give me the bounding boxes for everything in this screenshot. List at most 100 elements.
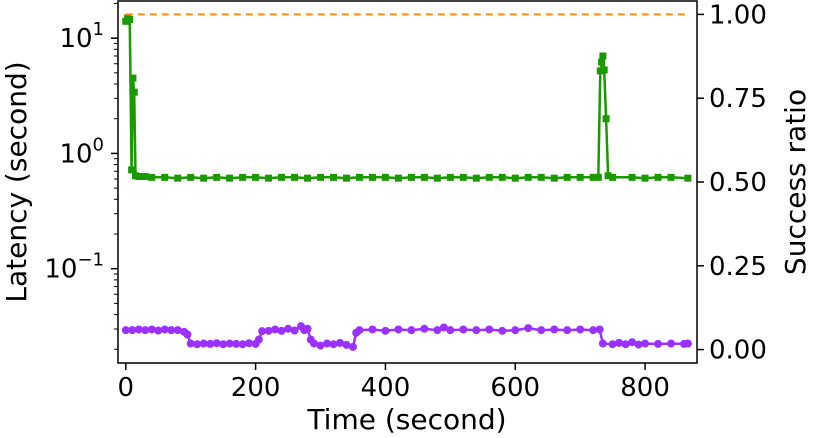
series-1-point — [167, 326, 176, 335]
series-1-point — [511, 326, 520, 335]
y-right-tick-label: 0.50 — [709, 168, 767, 198]
ticks-layer: 0 200 400 600 800 101 100 10−1 0.00 0.25 0.50 0.75 1… — [44, 0, 767, 403]
x-tick-label: 400 — [361, 373, 411, 403]
series-1-point — [264, 326, 273, 335]
series-1-point — [524, 324, 533, 333]
series-1-point — [254, 335, 263, 344]
series-1-point — [121, 326, 130, 335]
series-1-point — [381, 326, 390, 335]
x-tick-label: 200 — [231, 373, 281, 403]
series-1-point — [186, 339, 195, 348]
series-1-point — [219, 340, 228, 349]
series-1-point — [634, 340, 643, 349]
series-0-point — [174, 174, 182, 182]
series-1-point — [439, 323, 448, 332]
series-1-point — [446, 326, 455, 335]
series-1-point — [238, 340, 247, 349]
series-0-point — [667, 173, 675, 181]
series-0-point — [609, 173, 617, 181]
series-1-point — [134, 325, 143, 334]
series-0-point — [684, 174, 692, 182]
series-1-point — [206, 339, 215, 348]
series-1-point — [329, 340, 338, 349]
series-1-point — [563, 326, 572, 335]
series-1-point — [348, 342, 357, 351]
series-0-point — [129, 74, 137, 82]
series-1-point — [342, 340, 351, 349]
series-1-point — [368, 325, 377, 334]
y-right-tick-label: 1.00 — [709, 0, 767, 30]
series-1-point — [225, 339, 234, 348]
x-tick-label: 600 — [490, 373, 540, 403]
series-0-point — [126, 16, 134, 24]
series-1-point — [537, 326, 546, 335]
series-0-point — [368, 173, 376, 181]
series-1-point — [485, 325, 494, 334]
x-tick-label: 800 — [620, 373, 670, 403]
series-0-point — [599, 52, 607, 60]
series-0-point — [200, 174, 208, 182]
series-0-point — [239, 173, 247, 181]
y-axis-right-label: Success ratio — [779, 89, 812, 275]
series-0-point — [407, 173, 415, 181]
series-0-point — [472, 174, 480, 182]
series-0-point — [459, 173, 467, 181]
series-0-point — [596, 67, 604, 75]
series-1-point — [615, 338, 624, 347]
series-1-point — [595, 325, 604, 334]
series-1-point — [154, 326, 163, 335]
series-1-point — [355, 326, 364, 335]
series-0-point — [498, 173, 506, 181]
series-1-point — [160, 325, 169, 334]
series-0-point — [602, 115, 610, 123]
series-1-point — [641, 339, 650, 348]
y-left-tick-label: 101 — [59, 19, 104, 54]
series-0-point — [420, 173, 428, 181]
series-1-point — [290, 326, 299, 335]
series-1-point — [621, 340, 630, 349]
series-1-point — [394, 325, 403, 334]
series-0-point — [433, 174, 441, 182]
series-0-point — [330, 173, 338, 181]
series-1-point — [232, 339, 241, 348]
series-0-point — [304, 174, 312, 182]
series-0-point — [604, 172, 612, 180]
series-0-point — [291, 173, 299, 181]
series-1-point — [335, 338, 344, 347]
series-1-point — [310, 339, 319, 348]
series-0-point — [524, 173, 532, 181]
series-0-point — [317, 173, 325, 181]
series-1-point — [193, 340, 202, 349]
series-0-point — [355, 173, 363, 181]
series-0-point — [394, 174, 402, 182]
series-0-point — [278, 173, 286, 181]
series-0-point — [130, 88, 138, 96]
series-1-point — [199, 339, 208, 348]
series-0-point — [141, 173, 149, 181]
series-0-line — [124, 15, 688, 180]
series-0-point — [600, 66, 608, 74]
series-1-point — [128, 326, 137, 335]
series-1-point — [147, 325, 156, 334]
series-1-point — [141, 326, 150, 335]
series-0-point — [550, 174, 558, 182]
series-1-point — [628, 338, 637, 347]
series-1-point — [173, 326, 182, 335]
series-1-point — [420, 324, 429, 333]
series-layer — [121, 13, 692, 351]
series-0-point — [161, 173, 169, 181]
series-1-point — [212, 339, 221, 348]
series-1-point — [183, 330, 192, 339]
series-1-point — [498, 326, 507, 335]
series-0-point — [598, 58, 606, 66]
series-0-point — [226, 174, 234, 182]
series-0-point — [213, 173, 221, 181]
series-0-point — [381, 173, 389, 181]
series-1-point — [683, 339, 692, 348]
series-1-point — [472, 326, 481, 335]
y-axis-left-label: Latency (second) — [0, 61, 33, 302]
series-0-point — [654, 173, 662, 181]
series-0-point — [594, 173, 602, 181]
series-1-point — [271, 325, 280, 334]
series-0-point — [485, 173, 493, 181]
